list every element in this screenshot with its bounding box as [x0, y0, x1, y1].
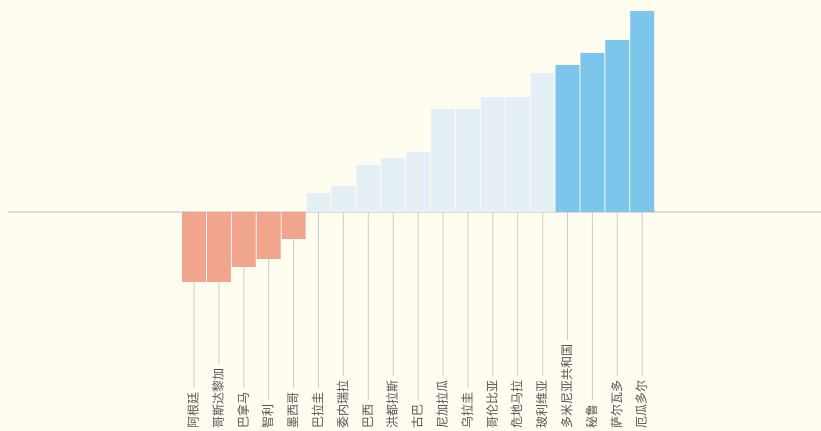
x-tick-label: 巴拿马: [235, 392, 250, 428]
bar: [530, 73, 555, 212]
bar: [256, 212, 281, 259]
x-tick-label: 委内瑞拉: [335, 380, 350, 428]
bar: [455, 109, 480, 212]
bar: [505, 97, 530, 212]
bar: [555, 65, 580, 212]
x-tick-label: 厄瓜多尔: [634, 380, 649, 428]
x-tick-label: 哥斯达黎加: [211, 368, 225, 428]
bar: [281, 212, 306, 239]
x-tick-label: 哥伦比亚: [484, 380, 499, 428]
bar: [431, 109, 455, 212]
x-tick-label: 秘鲁: [585, 404, 599, 428]
bar: [182, 212, 206, 282]
x-tick-label: 萨尔瓦多: [609, 380, 624, 428]
x-tick-label: 智利: [260, 404, 275, 428]
x-tick-label: 洪都拉斯: [385, 380, 400, 428]
bar: [231, 212, 256, 267]
x-tick-label: 危地马拉: [509, 380, 524, 428]
bar: [406, 152, 431, 212]
bar: [356, 165, 381, 212]
x-tick-label: 巴西: [361, 404, 375, 428]
bar: [331, 186, 356, 212]
bar: [480, 97, 505, 212]
bar: [381, 158, 406, 212]
x-tick-label: 多米尼亚共和国: [560, 344, 574, 428]
x-tick-label: 古巴: [410, 404, 425, 428]
bar: [306, 193, 331, 212]
bar: [580, 53, 605, 212]
x-tick-label: 巴拉圭: [310, 392, 325, 428]
x-tick-label: 玻利维亚: [535, 380, 549, 428]
bar: [630, 11, 655, 212]
bar: [605, 40, 630, 212]
x-tick-label: 阿根廷: [187, 392, 201, 428]
x-tick-label: 尼加拉瓜: [435, 380, 450, 428]
bar: [206, 212, 231, 282]
x-tick-label: 墨西哥: [286, 392, 300, 428]
x-tick-label: 乌拉圭: [459, 392, 474, 428]
